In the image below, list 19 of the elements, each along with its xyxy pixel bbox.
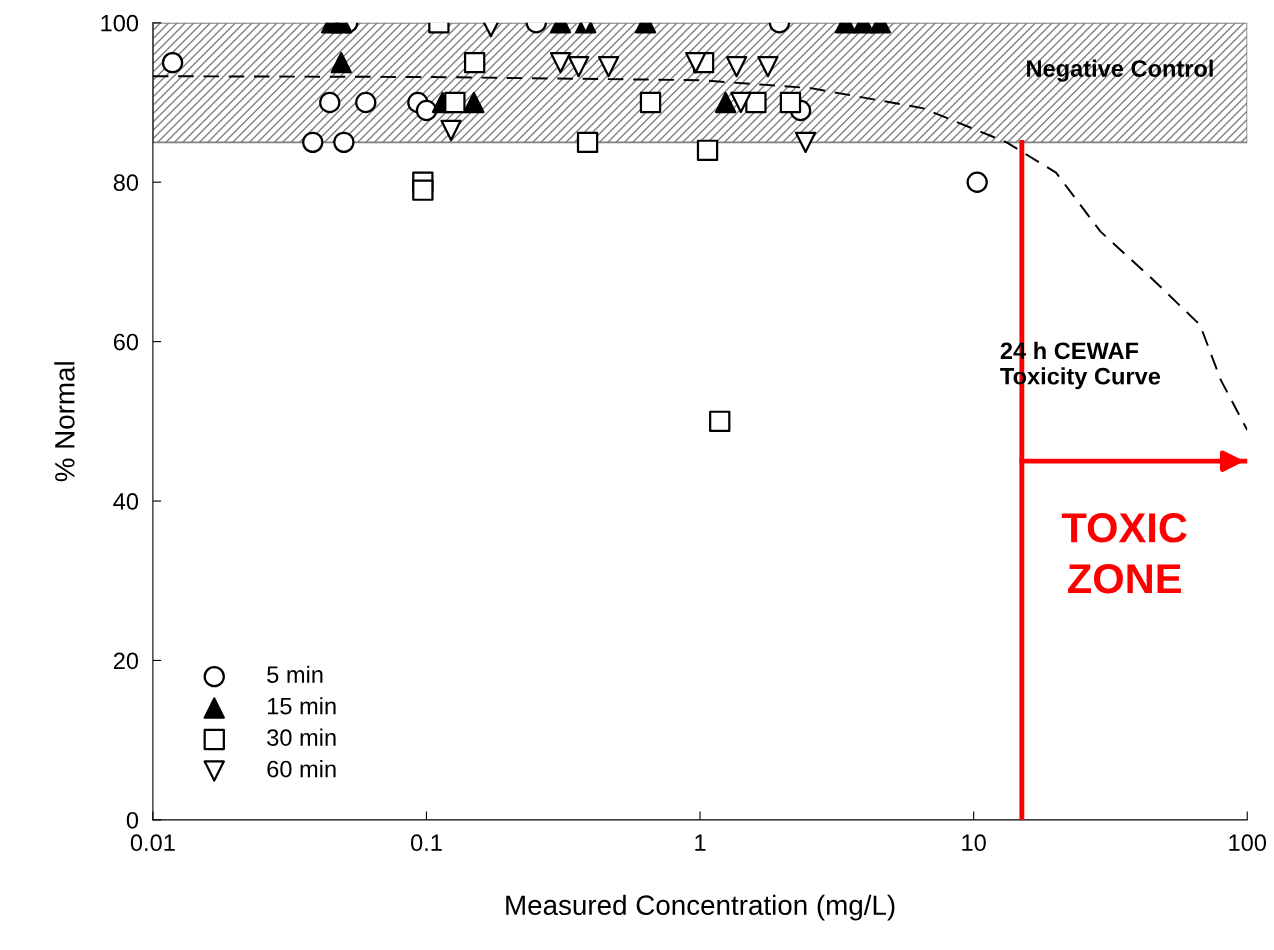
y-tick-label: 80 [113, 174, 139, 191]
y-tick-label: 20 [113, 652, 139, 670]
legend-label: 30 min [267, 728, 336, 746]
x-tick-label: 100 [1229, 834, 1267, 852]
y-axis-title: % Normal [54, 362, 75, 482]
x-tick-label: 0.1 [410, 834, 442, 852]
x-axis-title: Measured Concentration (mg/L) [506, 894, 895, 921]
y-tick-label: 60 [113, 333, 139, 351]
x-tick-label: 1 [695, 834, 706, 851]
x-tick-label: 0.01 [130, 834, 175, 852]
y-tick-label: 0 [126, 811, 139, 829]
band-label: Negative Control [1027, 59, 1213, 82]
legend-label: 60 min [267, 760, 336, 778]
x-tick-label: 10 [962, 834, 986, 852]
y-tick-label: 40 [113, 493, 139, 510]
legend-label: 15 min [268, 697, 336, 715]
legend-label: 5 min [267, 665, 323, 684]
y-tick-label: 100 [101, 14, 139, 32]
annotation: TOXIC ZONE [1061, 513, 1187, 594]
